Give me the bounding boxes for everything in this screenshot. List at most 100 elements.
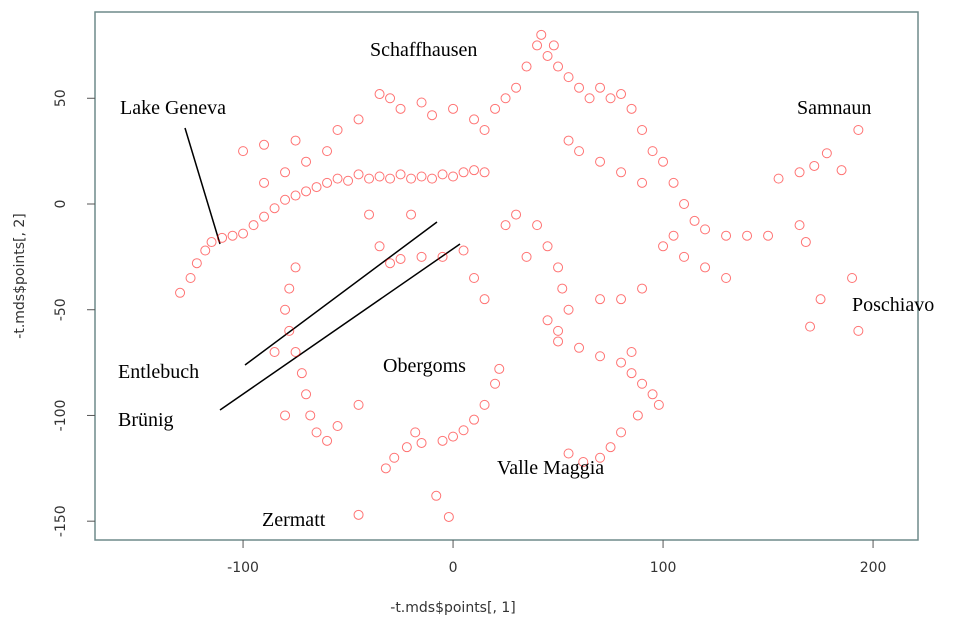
point [479,294,490,305]
point [668,177,679,188]
point [290,347,301,358]
point [284,325,295,336]
annotation: Obergoms [383,355,466,377]
point [511,82,522,93]
point [637,378,648,389]
annotation: Samnaun [797,97,871,119]
point [410,427,421,438]
point [574,146,585,157]
point [805,321,816,332]
point [773,173,784,184]
point [280,304,291,315]
point [353,399,364,410]
point [301,186,312,197]
point [185,273,196,284]
leader-lines [184,127,461,411]
point [175,287,186,298]
point [637,177,648,188]
point [290,262,301,273]
point [542,241,553,252]
point [595,82,606,93]
point [853,124,864,135]
point [191,258,202,269]
leader-line [184,127,221,245]
point [553,336,564,347]
point [847,273,858,284]
point [290,135,301,146]
point [332,421,343,432]
annotation: Brünig [118,409,174,431]
point [322,435,333,446]
point [469,414,480,425]
point [469,114,480,125]
leader-line [244,221,438,366]
point [794,220,805,231]
point [280,167,291,178]
point [437,251,448,262]
point [269,347,280,358]
point [353,169,364,180]
point [616,167,627,178]
point [479,399,490,410]
point [800,237,811,248]
point [389,452,400,463]
annotation: Lake Geneva [120,97,226,119]
point [469,273,480,284]
point [668,230,679,241]
point [742,230,753,241]
point [259,139,270,150]
y-tick-label: 50 [53,89,69,107]
point [353,509,364,520]
point [637,124,648,135]
point [500,220,511,231]
point [332,124,343,135]
point [553,61,564,72]
point [595,294,606,305]
point [200,245,211,256]
y-tick-label: -150 [53,505,69,537]
point [458,425,469,436]
point [553,325,564,336]
point [853,325,864,336]
annotation: Poschiavo [852,294,934,316]
point [458,167,469,178]
annotation: Zermatt [262,509,326,531]
point [238,228,249,239]
point [284,283,295,294]
point [469,165,480,176]
point [632,410,643,421]
point [647,146,658,157]
point [374,241,385,252]
point [490,103,501,114]
x-tick-label: -100 [227,560,259,576]
point [653,399,664,410]
point [427,110,438,121]
point [301,156,312,167]
point [595,156,606,167]
point [836,165,847,176]
annotation: Valle Maggia [497,457,604,479]
x-tick-label: 0 [449,560,458,576]
point [679,251,690,262]
point [511,209,522,220]
point [238,146,249,157]
point [584,93,595,104]
point [427,173,438,184]
point [557,283,568,294]
point [689,215,700,226]
point [416,171,427,182]
point [563,135,574,146]
point [500,93,511,104]
point [437,435,448,446]
point [385,93,396,104]
point [353,114,364,125]
point [385,173,396,184]
point [616,294,627,305]
point [206,237,217,248]
point [374,89,385,100]
annotation: Schaffhausen [370,39,477,61]
point [574,82,585,93]
point [574,342,585,353]
point [406,173,417,184]
point [437,169,448,180]
